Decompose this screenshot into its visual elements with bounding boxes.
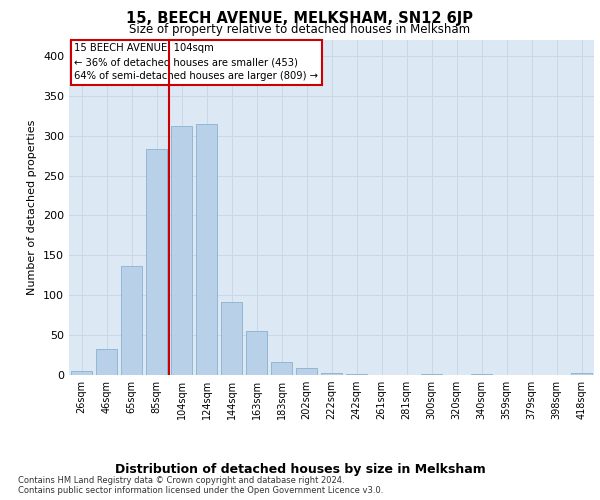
Bar bbox=[246, 331, 267, 375]
Text: Contains public sector information licensed under the Open Government Licence v3: Contains public sector information licen… bbox=[18, 486, 383, 495]
Bar bbox=[296, 368, 317, 375]
Bar bbox=[196, 124, 217, 375]
Bar bbox=[96, 348, 117, 375]
Text: 15 BEECH AVENUE: 104sqm
← 36% of detached houses are smaller (453)
64% of semi-d: 15 BEECH AVENUE: 104sqm ← 36% of detache… bbox=[74, 44, 318, 82]
Bar bbox=[421, 374, 442, 375]
Text: Contains HM Land Registry data © Crown copyright and database right 2024.: Contains HM Land Registry data © Crown c… bbox=[18, 476, 344, 485]
Bar bbox=[321, 372, 342, 375]
Bar bbox=[271, 362, 292, 375]
Bar bbox=[71, 371, 92, 375]
Bar bbox=[346, 374, 367, 375]
Bar bbox=[146, 150, 167, 375]
Text: Distribution of detached houses by size in Melksham: Distribution of detached houses by size … bbox=[115, 462, 485, 475]
Bar bbox=[121, 266, 142, 375]
Bar bbox=[171, 126, 192, 375]
Bar bbox=[221, 302, 242, 375]
Y-axis label: Number of detached properties: Number of detached properties bbox=[28, 120, 37, 295]
Text: 15, BEECH AVENUE, MELKSHAM, SN12 6JP: 15, BEECH AVENUE, MELKSHAM, SN12 6JP bbox=[127, 11, 473, 26]
Bar bbox=[471, 374, 492, 375]
Bar bbox=[571, 374, 592, 375]
Text: Size of property relative to detached houses in Melksham: Size of property relative to detached ho… bbox=[130, 22, 470, 36]
